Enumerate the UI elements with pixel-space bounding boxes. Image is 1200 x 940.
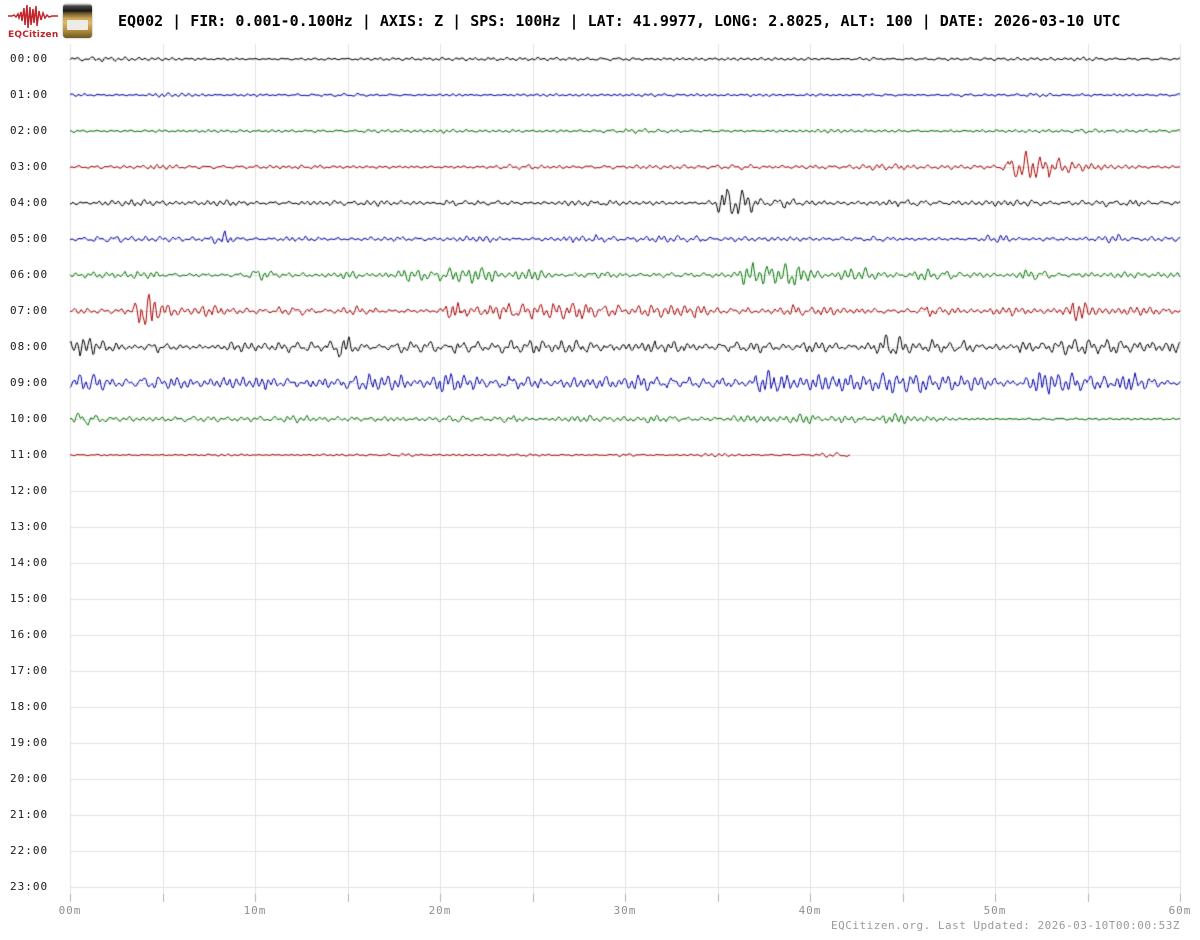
logo-text: EQCitizen: [8, 30, 59, 40]
hour-label: 07:00: [10, 304, 49, 317]
x-axis-label: 40m: [798, 904, 822, 917]
hour-label: 08:00: [10, 340, 49, 353]
hour-label: 12:00: [10, 484, 49, 497]
hour-label: 00:00: [10, 52, 49, 65]
hour-label: 22:00: [10, 844, 49, 857]
hour-label: 17:00: [10, 664, 49, 677]
seismometer-label: [67, 20, 88, 30]
x-axis-label: 10m: [243, 904, 267, 917]
x-axis-label: 60m: [1168, 904, 1192, 917]
hour-label: 20:00: [10, 772, 49, 785]
seismometer-photo-icon: [63, 4, 92, 38]
hour-label: 10:00: [10, 412, 49, 425]
hour-label: 16:00: [10, 628, 49, 641]
eqcitizen-logo[interactable]: EQCitizen: [8, 2, 58, 42]
hour-label: 02:00: [10, 124, 49, 137]
hour-label: 04:00: [10, 196, 49, 209]
page-title: EQ002 | FIR: 0.001-0.100Hz | AXIS: Z | S…: [118, 12, 1121, 30]
x-axis-label: 20m: [428, 904, 452, 917]
hour-label: 23:00: [10, 880, 49, 893]
hour-label: 15:00: [10, 592, 49, 605]
hour-label: 13:00: [10, 520, 49, 533]
hour-label: 03:00: [10, 160, 49, 173]
hour-label: 05:00: [10, 232, 49, 245]
hour-label: 19:00: [10, 736, 49, 749]
hour-label: 21:00: [10, 808, 49, 821]
seismic-waveform-logo-icon: [8, 4, 58, 29]
x-axis-label: 00m: [58, 904, 82, 917]
hour-label: 14:00: [10, 556, 49, 569]
x-axis-label: 30m: [613, 904, 637, 917]
header: EQCitizen EQ002 | FIR: 0.001-0.100Hz | A…: [0, 0, 1200, 44]
hour-label: 01:00: [10, 88, 49, 101]
hour-label: 06:00: [10, 268, 49, 281]
hour-label: 09:00: [10, 376, 49, 389]
hour-label: 11:00: [10, 448, 49, 461]
x-axis-label: 50m: [983, 904, 1007, 917]
footer-text: EQCitizen.org. Last Updated: 2026-03-10T…: [830, 919, 1180, 932]
hour-label: 18:00: [10, 700, 49, 713]
